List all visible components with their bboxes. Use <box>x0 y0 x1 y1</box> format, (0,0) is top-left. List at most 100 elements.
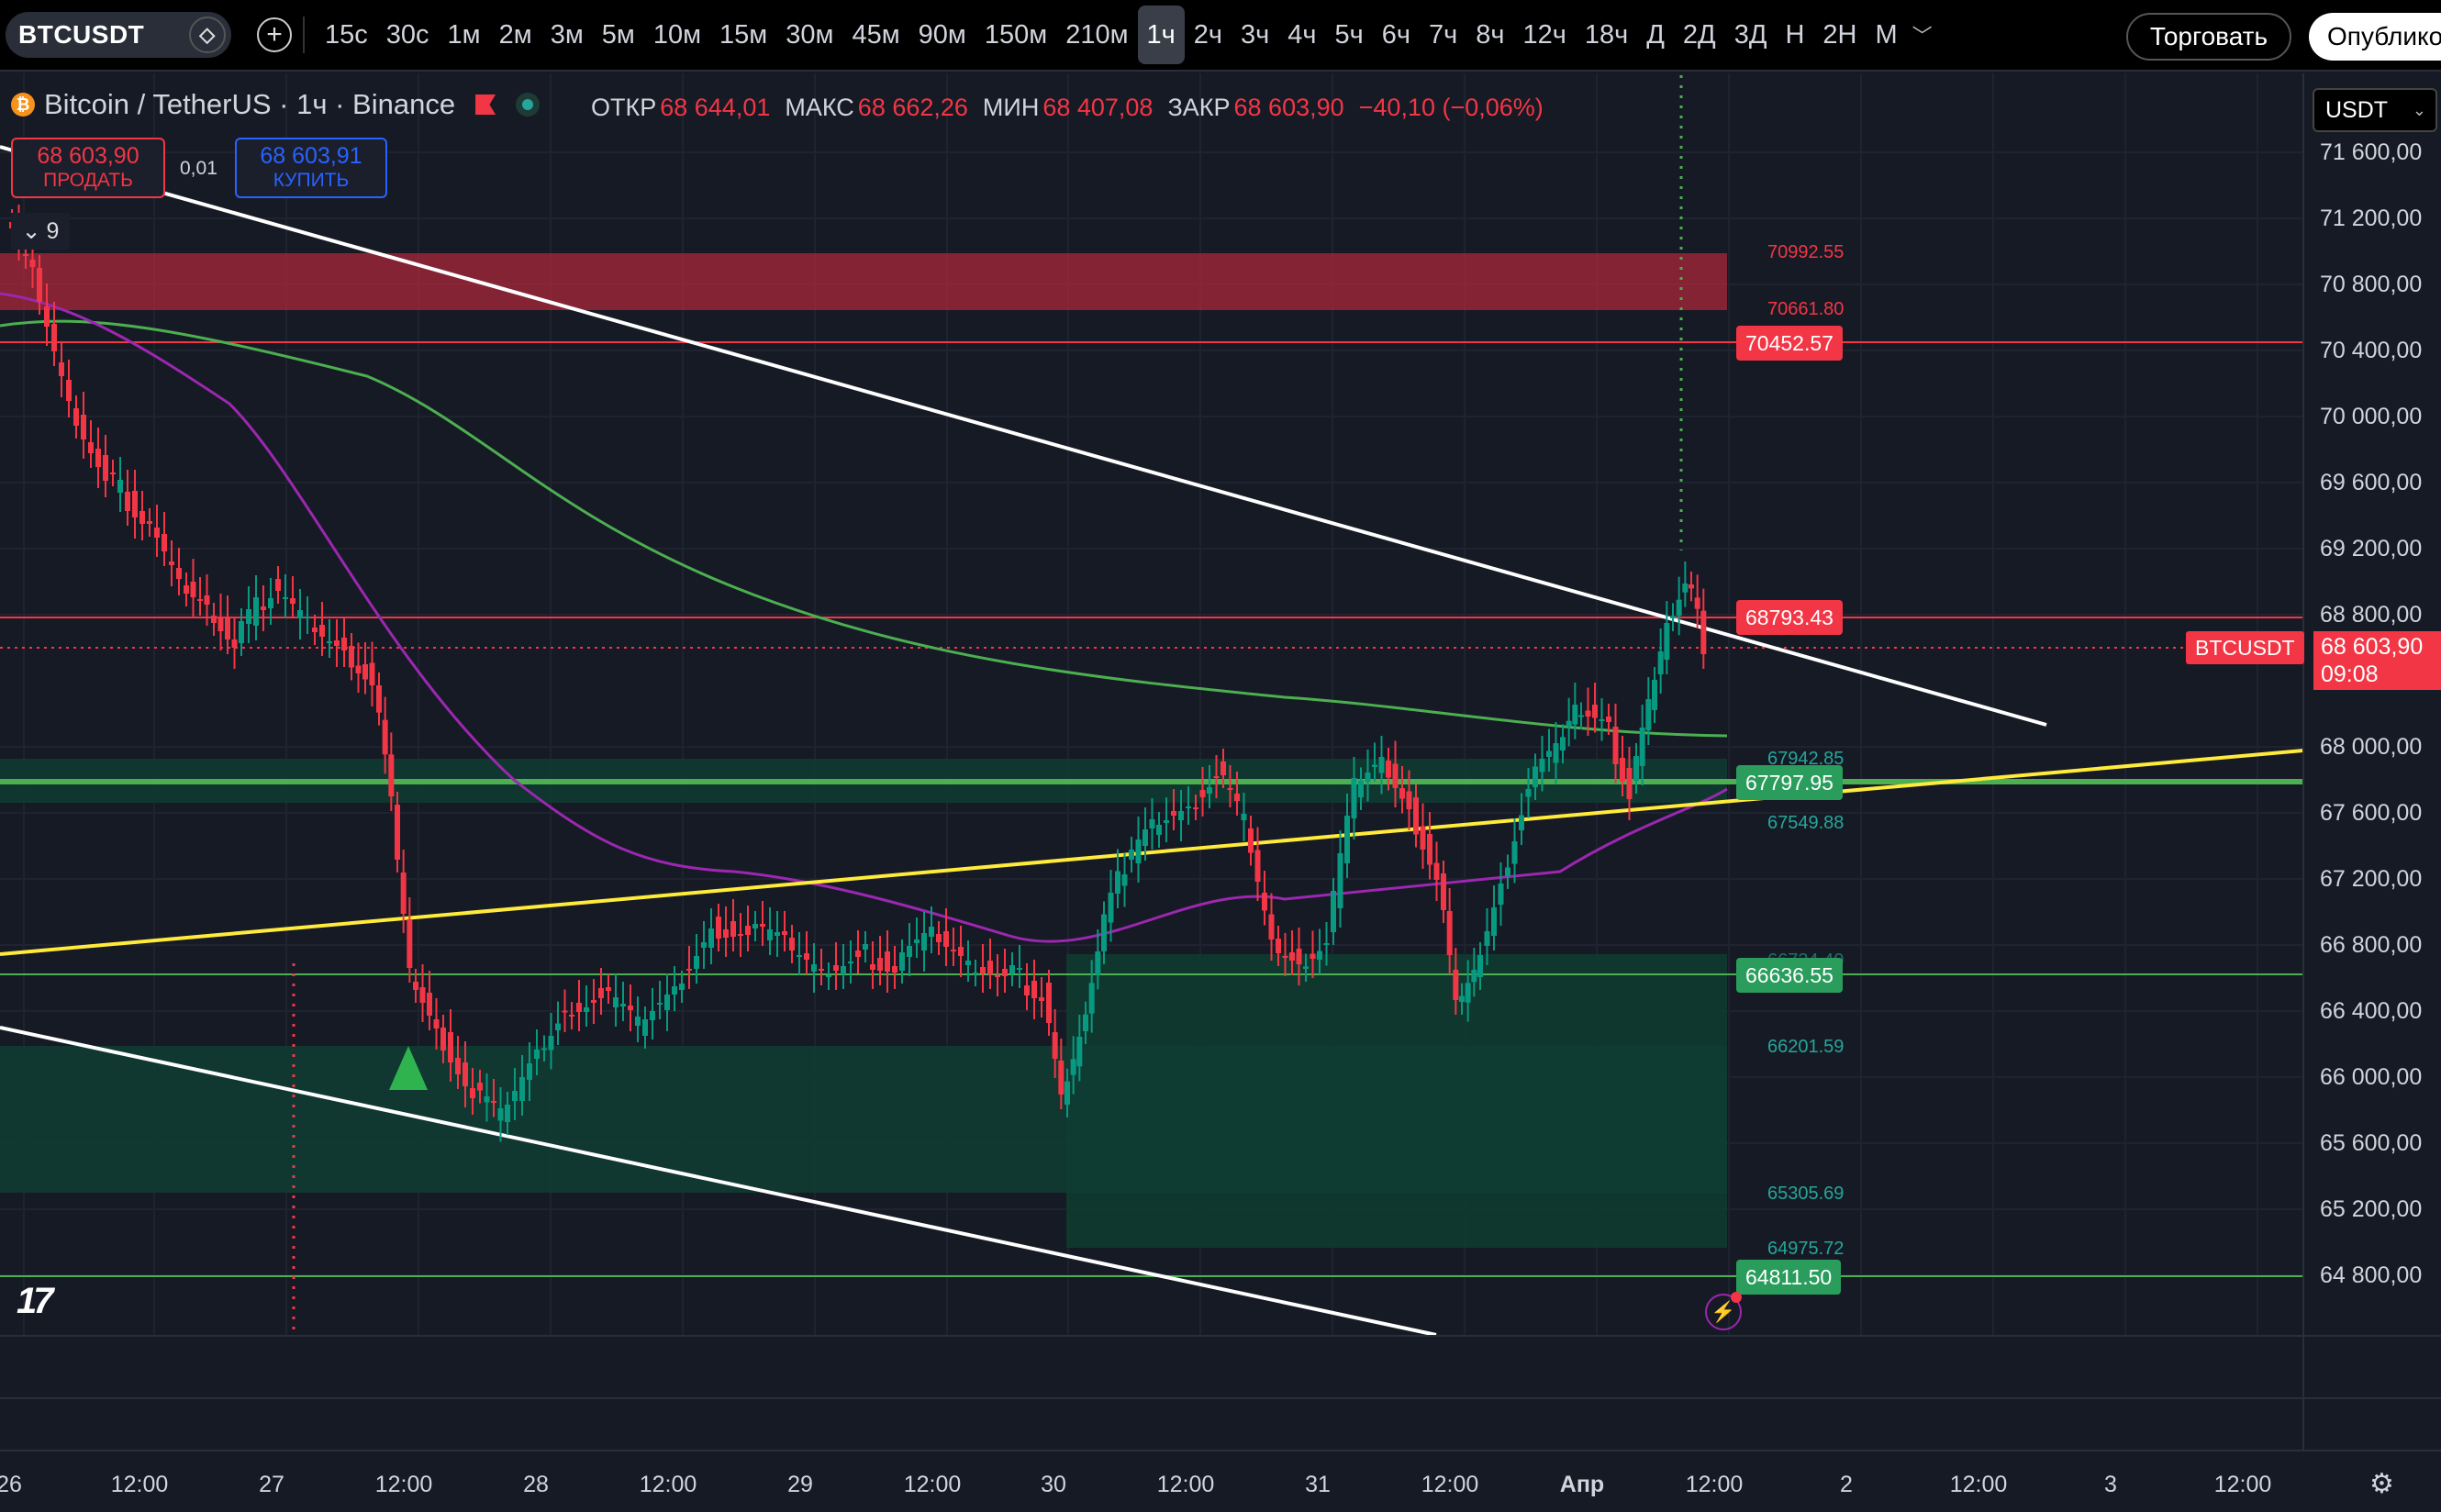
timeframe-21[interactable]: 12ч <box>1522 19 1566 50</box>
candle-body <box>1083 1014 1088 1031</box>
candle-body <box>1129 850 1134 860</box>
price-chart[interactable] <box>0 73 2441 1450</box>
diamond-icon[interactable]: ◇ <box>189 17 226 53</box>
symbol-legend[interactable]: ₿ Bitcoin / TetherUS · 1ч · Binance <box>11 88 541 121</box>
price-axis-label: 68 000,00 <box>2320 734 2423 760</box>
candle-body <box>679 984 685 990</box>
candle-body <box>455 1058 461 1074</box>
candle-body <box>892 966 897 973</box>
price-axis-label: 70 000,00 <box>2320 404 2423 429</box>
level-tag[interactable]: 68793.43 <box>1736 600 1843 635</box>
candle-body <box>246 609 251 624</box>
candle-body <box>1156 825 1162 835</box>
price-axis-label: 71 600,00 <box>2320 139 2423 165</box>
timeframe-17[interactable]: 5ч <box>1334 19 1364 50</box>
timeframe-1[interactable]: 30с <box>385 19 429 50</box>
candle-body <box>833 965 839 971</box>
symbol-search[interactable]: BTCUSDT ◇ <box>6 12 231 58</box>
timeframe-4[interactable]: 3м <box>550 19 584 50</box>
candle-body <box>519 1077 525 1101</box>
timeframe-9[interactable]: 45м <box>852 19 900 50</box>
sell-button[interactable]: 68 603,90 ПРОДАТЬ <box>11 138 165 198</box>
candle-body <box>1178 811 1184 820</box>
candle-body <box>1331 891 1336 932</box>
ohlc-values: ОТКР 68 644,01 МАКС 68 662,26 МИН 68 407… <box>591 94 1555 122</box>
buy-signal-icon <box>389 1046 428 1090</box>
candle-body <box>190 582 196 597</box>
timeframe-5[interactable]: 5м <box>601 19 635 50</box>
timeframe-27[interactable]: 2Н <box>1822 19 1857 50</box>
timeframe-7[interactable]: 15м <box>719 19 768 50</box>
candle-body <box>1505 867 1510 876</box>
legend-title: Bitcoin / TetherUS · 1ч · Binance <box>44 88 456 120</box>
timeframe-list: 15с 30с 1м 2м 3м 5м 10м 15м 30м 45м 90м 150м 210м 1ч 2… <box>316 6 1907 64</box>
buy-label: КУПИТЬ <box>273 170 350 191</box>
timeframe-26[interactable]: Н <box>1785 19 1805 50</box>
chevron-down-icon[interactable]: ﹀ <box>1912 25 1933 48</box>
candle-body <box>369 662 375 685</box>
market-status-icon[interactable] <box>516 93 541 117</box>
price-axis-label: 67 200,00 <box>2320 866 2423 892</box>
candle-body <box>305 617 310 618</box>
timeframe-3[interactable]: 2м <box>498 19 532 50</box>
timeframe-19[interactable]: 7ч <box>1429 19 1458 50</box>
level-tag[interactable]: 64811.50 <box>1736 1260 1842 1295</box>
compare-add-icon[interactable]: + <box>257 17 292 52</box>
candle-body <box>1017 968 1022 970</box>
candle-body <box>1626 768 1633 799</box>
timeframe-16[interactable]: 4ч <box>1287 19 1317 50</box>
timeframe-23[interactable]: Д <box>1646 19 1665 50</box>
timeframe-25[interactable]: 3Д <box>1733 19 1767 50</box>
yellow-trendline <box>0 749 2304 956</box>
timeframe-0[interactable]: 15с <box>325 19 368 50</box>
candle-body <box>59 362 64 376</box>
flag-icon[interactable] <box>475 94 496 115</box>
publish-button[interactable]: Опубликовать <box>2309 13 2441 61</box>
timeframe-13[interactable]: 1ч <box>1137 6 1185 64</box>
level-tag[interactable]: 66636.55 <box>1736 958 1843 993</box>
candle-body <box>1358 780 1364 797</box>
candle-body <box>1031 981 1037 998</box>
trade-button[interactable]: Торговать <box>2126 13 2291 61</box>
candle-body <box>613 997 619 1007</box>
candle-body <box>88 442 94 453</box>
time-axis[interactable]: 26 12:00 27 12:00 28 12:00 29 12:00 30 12:00 31 12:… <box>0 1450 2441 1512</box>
buy-button[interactable]: 68 603,91 КУПИТЬ <box>235 138 387 198</box>
timeframe-8[interactable]: 30м <box>786 19 834 50</box>
timeframe-14[interactable]: 2ч <box>1193 19 1223 50</box>
candle-body <box>29 260 36 267</box>
candle-body <box>1427 834 1432 865</box>
currency-select[interactable]: USDT ⌄ <box>2313 88 2437 132</box>
candle-body <box>37 268 42 302</box>
tradingview-logo[interactable]: 17 <box>17 1281 53 1321</box>
timeframe-22[interactable]: 18ч <box>1584 19 1629 50</box>
timeframe-11[interactable]: 150м <box>984 19 1048 50</box>
candle-body <box>606 987 611 991</box>
candle-body <box>1525 789 1532 797</box>
candle-body <box>1676 599 1682 617</box>
candle-body <box>312 628 318 632</box>
low-label: МИН <box>982 94 1040 121</box>
timeframe-20[interactable]: 8ч <box>1476 19 1505 50</box>
timeframe-12[interactable]: 210м <box>1065 19 1129 50</box>
candle-body <box>943 931 949 947</box>
candle-body <box>650 1011 655 1020</box>
timeframe-24[interactable]: 2Д <box>1682 19 1716 50</box>
timeframe-10[interactable]: 90м <box>918 19 966 50</box>
candle-body <box>899 952 905 971</box>
candle-body <box>1491 907 1497 936</box>
candle-body <box>527 1063 532 1080</box>
level-tag[interactable]: 67797.95 <box>1736 765 1843 800</box>
timeframe-18[interactable]: 6ч <box>1381 19 1411 50</box>
timeframe-2[interactable]: 1м <box>447 19 481 50</box>
indicators-toggle[interactable]: ⌄ 9 <box>11 213 70 250</box>
level-tag[interactable]: 70452.57 <box>1736 326 1843 361</box>
timeframe-6[interactable]: 10м <box>652 19 702 50</box>
timeframe-15[interactable]: 3ч <box>1241 19 1270 50</box>
timeframe-28[interactable]: М <box>1875 19 1898 50</box>
candle-body <box>1282 956 1288 958</box>
lightning-icon[interactable]: ⚡ <box>1705 1294 1742 1330</box>
candle-body <box>841 966 846 974</box>
gear-icon[interactable]: ⚙ <box>2369 1469 2394 1499</box>
candle-body <box>51 324 57 351</box>
